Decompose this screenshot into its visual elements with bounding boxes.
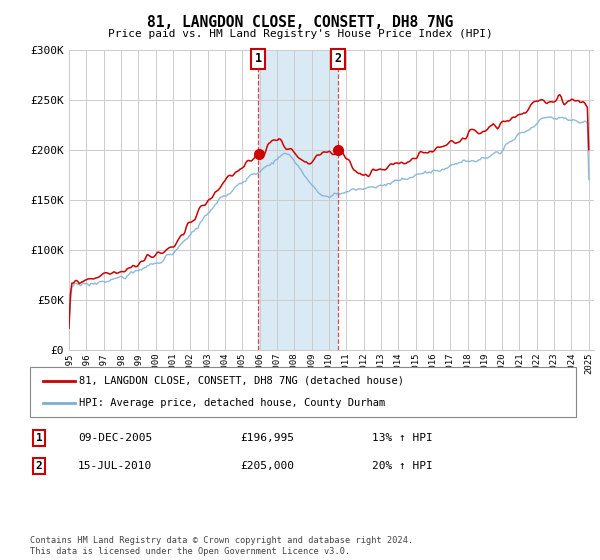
Text: 20% ↑ HPI: 20% ↑ HPI xyxy=(372,461,433,471)
Text: 2: 2 xyxy=(35,461,43,471)
Text: 1: 1 xyxy=(35,433,43,443)
Text: Contains HM Land Registry data © Crown copyright and database right 2024.
This d: Contains HM Land Registry data © Crown c… xyxy=(30,536,413,556)
Text: 81, LANGDON CLOSE, CONSETT, DH8 7NG (detached house): 81, LANGDON CLOSE, CONSETT, DH8 7NG (det… xyxy=(79,376,404,386)
Text: 1: 1 xyxy=(254,53,262,66)
Text: 15-JUL-2010: 15-JUL-2010 xyxy=(78,461,152,471)
Text: 81, LANGDON CLOSE, CONSETT, DH8 7NG: 81, LANGDON CLOSE, CONSETT, DH8 7NG xyxy=(147,15,453,30)
Text: 09-DEC-2005: 09-DEC-2005 xyxy=(78,433,152,443)
Text: HPI: Average price, detached house, County Durham: HPI: Average price, detached house, Coun… xyxy=(79,398,385,408)
Text: 2: 2 xyxy=(335,53,342,66)
Bar xyxy=(258,50,338,350)
Text: £196,995: £196,995 xyxy=(240,433,294,443)
Text: Price paid vs. HM Land Registry's House Price Index (HPI): Price paid vs. HM Land Registry's House … xyxy=(107,29,493,39)
Text: £205,000: £205,000 xyxy=(240,461,294,471)
Text: 13% ↑ HPI: 13% ↑ HPI xyxy=(372,433,433,443)
